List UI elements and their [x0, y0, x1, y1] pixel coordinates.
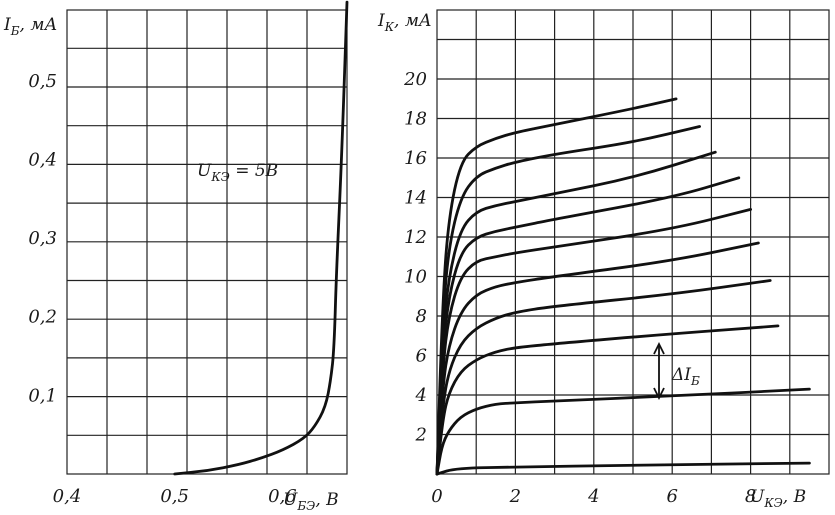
left-y-tick-label: 0,2 [28, 307, 57, 328]
left-x-tick-label: 0,6 [268, 486, 297, 507]
right-y-tick-label: 14 [404, 188, 427, 209]
right-series-line-3 [435, 279, 772, 476]
left-y-tick-label: 0,5 [28, 71, 57, 92]
right-series-line-6 [435, 176, 741, 476]
left-y-tick-label: 0,1 [28, 385, 57, 406]
right-series-line-5 [435, 208, 752, 476]
output-characteristics-chart: 0 2 4 6 8 2 4 6 8 10 12 14 16 18 20 IК, мА UКЭ, В ΔIБ [377, 9, 830, 510]
right-y-tick-label: 20 [403, 69, 427, 90]
right-series-line-0 [435, 461, 811, 476]
right-y-tick-label: 16 [404, 148, 427, 169]
left-x-axis-label: UБЭ, В [283, 490, 339, 513]
left-grid [66, 9, 348, 475]
right-y-tick-label: 12 [404, 227, 427, 248]
right-y-tick-label: 10 [404, 267, 427, 288]
right-x-tick-label: 4 [587, 486, 599, 507]
collector-voltage-condition-label: UКЭ = 5В [197, 161, 278, 184]
right-x-axis-label: UКЭ, В [750, 487, 806, 510]
right-curves [435, 97, 811, 476]
left-tick-labels: 0,4 0,5 0,6 0,1 0,2 0,3 0,4 0,5 [28, 71, 296, 507]
right-y-tick-label: 8 [416, 306, 427, 327]
left-x-tick-label: 0,4 [53, 486, 82, 507]
right-series-line-1 [435, 387, 811, 476]
left-y-tick-label: 0,3 [28, 228, 57, 249]
right-y-tick-label: 2 [415, 425, 427, 446]
left-curves [173, 0, 349, 476]
right-tick-labels: 0 2 4 6 8 2 4 6 8 10 12 14 16 18 20 [403, 69, 756, 507]
right-series-line-8 [435, 125, 701, 476]
right-series-line-9 [435, 97, 678, 476]
left-x-tick-label: 0,5 [160, 486, 189, 507]
right-y-tick-label: 6 [416, 346, 427, 367]
input-characteristic-chart: 0,4 0,5 0,6 0,1 0,2 0,3 0,4 0,5 IБ, мА UБЭ, В U… [3, 0, 349, 513]
right-series-line-2 [435, 324, 780, 476]
delta-arrow-up-icon [653, 341, 665, 355]
left-y-axis-label: IБ, мА [3, 15, 57, 38]
right-grid [436, 9, 830, 475]
right-x-tick-label: 0 [431, 486, 442, 507]
right-y-tick-label: 18 [404, 109, 427, 130]
right-x-tick-label: 8 [745, 486, 756, 507]
right-series-line-7 [435, 150, 717, 476]
right-series-line-4 [435, 241, 760, 476]
right-x-tick-label: 2 [509, 486, 521, 507]
delta-base-current-marker: ΔIБ [653, 341, 700, 401]
left-series-line-0 [173, 0, 349, 476]
right-y-tick-label: 4 [415, 385, 427, 406]
right-y-axis-label: IК, мА [377, 11, 432, 34]
delta-arrow-down-icon [653, 387, 665, 401]
left-y-tick-label: 0,4 [28, 149, 57, 170]
right-x-tick-label: 6 [666, 486, 677, 507]
delta-base-current-label: ΔIБ [671, 365, 700, 388]
